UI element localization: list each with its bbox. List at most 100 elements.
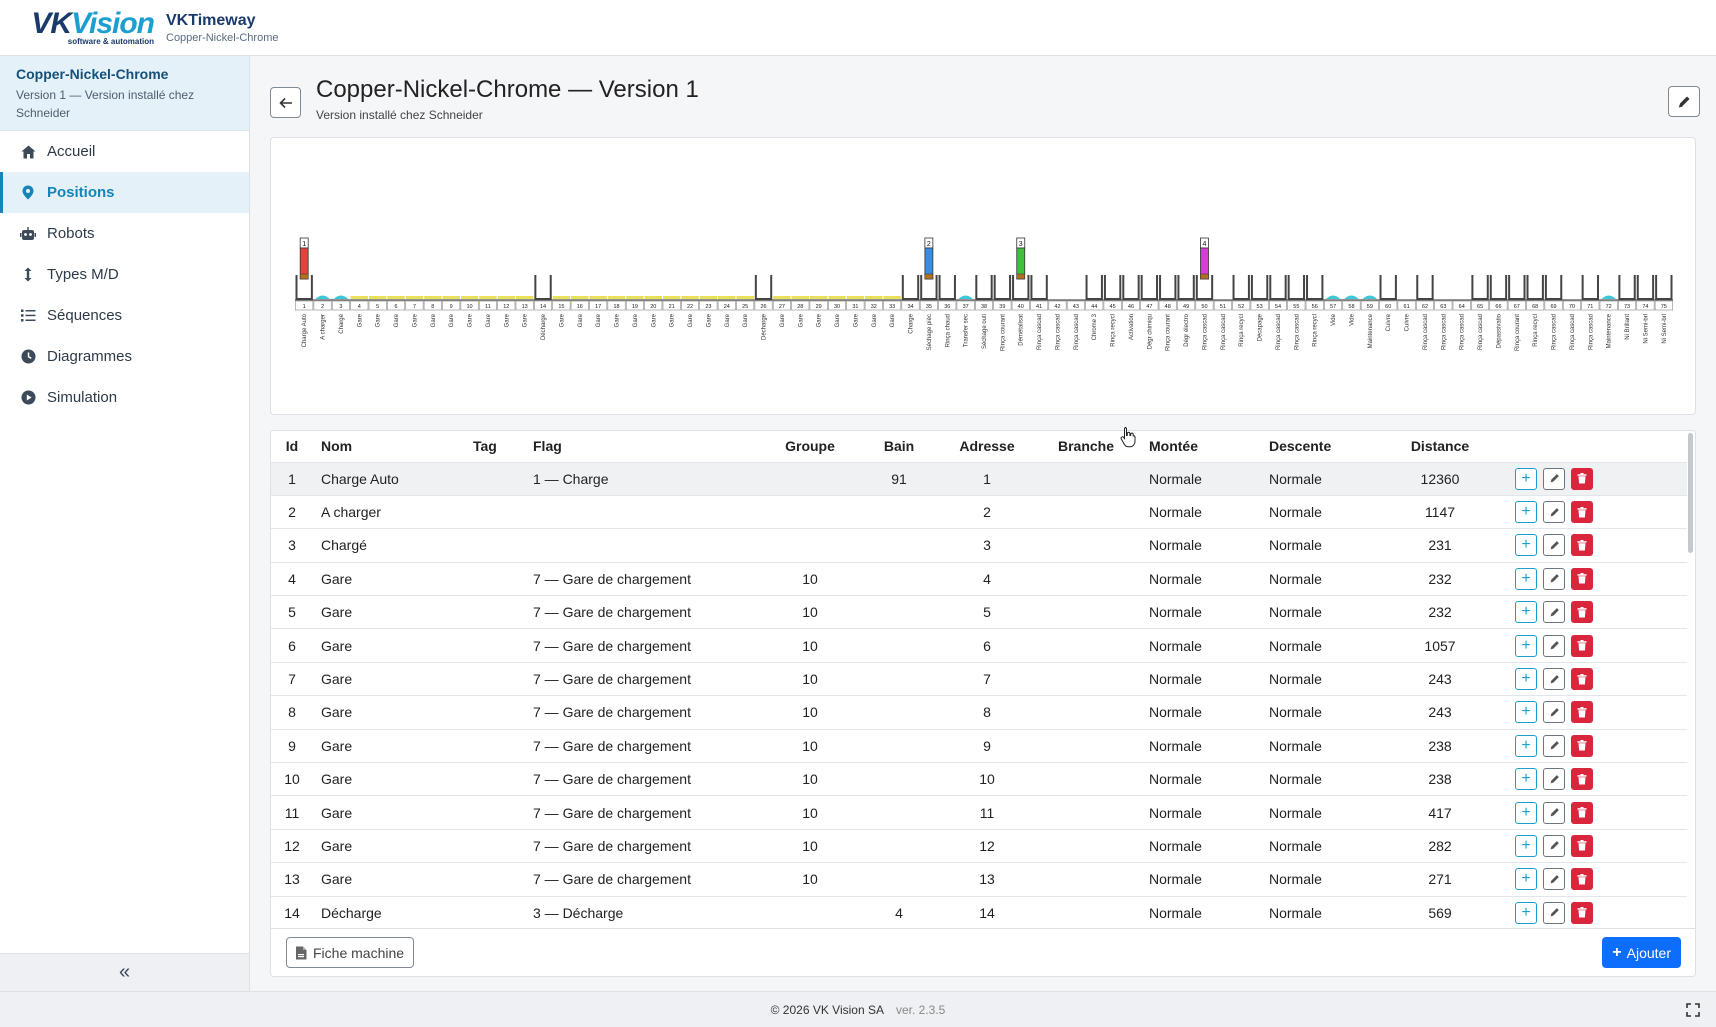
table-row[interactable]: 11 Gare 7 — Gare de chargement 10 11 Normale N… (271, 795, 1687, 830)
insert-row-button[interactable]: + (1515, 467, 1537, 490)
edit-row-button[interactable] (1543, 734, 1565, 757)
table-row[interactable]: 6 Gare 7 — Gare de chargement 10 6 Normale Nor… (271, 628, 1687, 663)
fiche-machine-button[interactable]: Fiche machine (286, 937, 415, 968)
cell-branche (1031, 561, 1141, 596)
sidebar-item-diagrammes[interactable]: Diagrammes (0, 336, 249, 377)
edit-row-button[interactable] (1543, 768, 1565, 791)
insert-row-button[interactable]: + (1515, 601, 1537, 624)
col-header-distance[interactable]: Distance (1395, 431, 1485, 462)
position-number-box (1140, 300, 1159, 311)
edit-row-button[interactable] (1543, 467, 1565, 490)
delete-row-button[interactable] (1571, 534, 1593, 557)
insert-row-button[interactable]: + (1515, 834, 1537, 857)
sidebar-item-positions[interactable]: Positions (0, 172, 249, 213)
sidebar-collapse-button[interactable]: « (0, 953, 249, 991)
sidebar-item-robots[interactable]: Robots (0, 213, 249, 254)
position-number-box (515, 300, 534, 311)
table-row[interactable]: 13 Gare 7 — Gare de chargement 10 13 Normale N… (271, 862, 1687, 897)
cell-nom: Gare (313, 628, 465, 663)
fullscreen-icon[interactable] (1686, 1003, 1700, 1017)
col-header-flag[interactable]: Flag (525, 431, 765, 462)
col-header-branche[interactable]: Branche (1031, 431, 1141, 462)
edit-row-button[interactable] (1543, 834, 1565, 857)
table-row[interactable]: 14 Décharge 3 — Décharge 4 14 Normale Normale 5… (271, 895, 1687, 928)
delete-row-button[interactable] (1571, 467, 1593, 490)
table-row[interactable]: 3 Chargé 3 Normale Normale 231 + (271, 528, 1687, 563)
vkvision-logo[interactable]: VKVision software & automation (16, 8, 155, 46)
delete-row-button[interactable] (1571, 701, 1593, 724)
table-row[interactable]: 12 Gare 7 — Gare de chargement 10 12 Normale N… (271, 828, 1687, 863)
col-header-adresse[interactable]: Adresse (943, 431, 1031, 462)
edit-row-button[interactable] (1543, 868, 1565, 891)
delete-row-button[interactable] (1571, 868, 1593, 891)
insert-row-button[interactable]: + (1515, 567, 1537, 590)
edit-row-button[interactable] (1543, 601, 1565, 624)
edit-version-button[interactable] (1668, 86, 1700, 117)
buffer-mark-59 (1362, 295, 1378, 299)
position-number-box (1232, 300, 1251, 311)
tank-mark-41 (1030, 275, 1048, 300)
sidebar-item-simulation[interactable]: Simulation (0, 377, 249, 418)
col-header-nom[interactable]: Nom (313, 431, 465, 462)
delete-row-button[interactable] (1571, 768, 1593, 791)
edit-row-button[interactable] (1543, 801, 1565, 824)
position-number-box (368, 300, 387, 311)
insert-row-button[interactable]: + (1515, 634, 1537, 657)
ajouter-button[interactable]: + Ajouter (1602, 937, 1681, 968)
col-header-descente[interactable]: Descente (1261, 431, 1395, 462)
delete-row-button[interactable] (1571, 501, 1593, 524)
col-header-id[interactable]: Id (271, 431, 313, 462)
cell-actions: + (1485, 461, 1687, 496)
edit-row-button[interactable] (1543, 701, 1565, 724)
insert-row-button[interactable]: + (1515, 768, 1537, 791)
table-row[interactable]: 4 Gare 7 — Gare de chargement 10 4 Normale Nor… (271, 561, 1687, 596)
insert-row-button[interactable]: + (1515, 701, 1537, 724)
sidebar-item-types-m-d[interactable]: Types M/D (0, 254, 249, 295)
insert-row-button[interactable]: + (1515, 901, 1537, 924)
insert-row-button[interactable]: + (1515, 668, 1537, 691)
edit-row-button[interactable] (1543, 567, 1565, 590)
sidebar-item-accueil[interactable]: Accueil (0, 131, 249, 172)
table-row[interactable]: 10 Gare 7 — Gare de chargement 10 10 Normale N… (271, 762, 1687, 796)
table-scrollbar[interactable] (1688, 433, 1693, 553)
sidebar-item-séquences[interactable]: Séquences (0, 295, 249, 336)
edit-row-button[interactable] (1543, 901, 1565, 924)
insert-row-button[interactable]: + (1515, 501, 1537, 524)
table-row[interactable]: 9 Gare 7 — Gare de chargement 10 9 Normale Nor… (271, 728, 1687, 763)
pencil-icon (1550, 541, 1559, 550)
insert-row-button[interactable]: + (1515, 868, 1537, 891)
col-header-tag[interactable]: Tag (465, 431, 525, 462)
insert-row-button[interactable]: + (1515, 734, 1537, 757)
table-row[interactable]: 7 Gare 7 — Gare de chargement 10 7 Normale Nor… (271, 661, 1687, 696)
position-number-box (1544, 300, 1563, 311)
delete-row-button[interactable] (1571, 734, 1593, 757)
cell-groupe: 10 (765, 595, 855, 629)
edit-row-button[interactable] (1543, 534, 1565, 557)
delete-row-button[interactable] (1571, 834, 1593, 857)
delete-row-button[interactable] (1571, 668, 1593, 691)
col-header-groupe[interactable]: Groupe (765, 431, 855, 462)
cell-id: 9 (271, 728, 313, 763)
col-header-bain[interactable]: Bain (855, 431, 943, 462)
delete-row-button[interactable] (1571, 901, 1593, 924)
table-row[interactable]: 1 Charge Auto 1 — Charge 91 1 Normale Normale 1… (271, 461, 1687, 496)
delete-row-button[interactable] (1571, 601, 1593, 624)
edit-row-button[interactable] (1543, 634, 1565, 657)
edit-row-button[interactable] (1543, 501, 1565, 524)
insert-row-button[interactable]: + (1515, 534, 1537, 557)
position-label: Gare (468, 313, 474, 327)
edit-row-button[interactable] (1543, 668, 1565, 691)
position-number: 66 (1495, 304, 1501, 310)
table-row[interactable]: 5 Gare 7 — Gare de chargement 10 5 Normale Nor… (271, 595, 1687, 629)
back-button[interactable] (270, 87, 301, 118)
delete-row-button[interactable] (1571, 634, 1593, 657)
position-number-box (331, 300, 350, 311)
col-header-montee[interactable]: Montée (1141, 431, 1261, 462)
delete-row-button[interactable] (1571, 567, 1593, 590)
position-label: Dépassivatio (1496, 313, 1502, 348)
delete-row-button[interactable] (1571, 801, 1593, 824)
positions-table-scroll[interactable]: Id Nom Tag Flag Groupe Bain Adresse Bran… (271, 431, 1687, 928)
table-row[interactable]: 8 Gare 7 — Gare de chargement 10 8 Normale Nor… (271, 695, 1687, 730)
insert-row-button[interactable]: + (1515, 801, 1537, 824)
